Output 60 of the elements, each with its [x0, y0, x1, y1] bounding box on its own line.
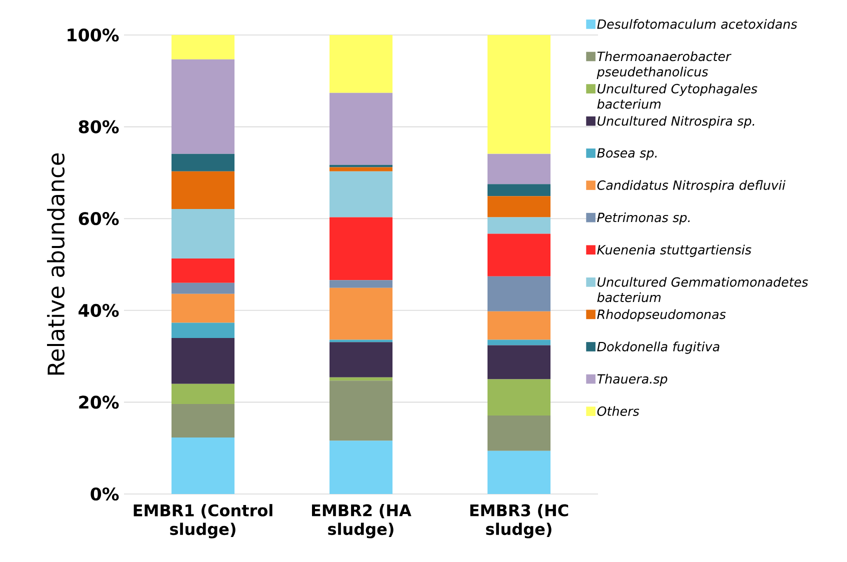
bar — [330, 288, 392, 340]
bar — [172, 59, 234, 154]
y-tick-label: 20% — [79, 396, 119, 409]
bar — [488, 217, 550, 234]
bar — [330, 380, 392, 441]
bar — [488, 450, 550, 494]
bar — [172, 258, 234, 283]
bar — [330, 35, 392, 93]
bar — [172, 438, 234, 494]
bar — [488, 340, 550, 346]
bar — [172, 282, 234, 294]
bar — [488, 184, 550, 196]
legend-label: Dokdonella fugitiva — [597, 342, 720, 354]
bar — [330, 92, 392, 165]
y-tick-label: 60% — [78, 212, 119, 226]
x-tick-label: EMBR1 (Control sludge) — [134, 504, 272, 538]
bar — [172, 171, 234, 209]
bar — [488, 379, 550, 416]
bar — [172, 384, 234, 404]
bar — [330, 280, 392, 288]
y-tick-label: 100% — [68, 28, 119, 42]
legend-label: Thauera.sp — [597, 374, 668, 386]
y-tick-label: 0% — [90, 487, 119, 501]
y-tick-label: 40% — [78, 304, 119, 317]
bar — [330, 167, 392, 172]
legend-label: Uncultured Gemmatiomonadetes bacterium — [597, 277, 808, 302]
legend-label: Candidatus Nitrospira defluvii — [597, 180, 786, 192]
y-tick-label: 80% — [78, 120, 119, 134]
bar — [488, 345, 550, 380]
bar — [488, 234, 550, 276]
bar — [172, 338, 234, 384]
bar — [330, 342, 392, 378]
legend-label: Desulfotomaculum acetoxidans — [597, 19, 798, 29]
x-tick-label: EMBR3 (HC sludge) — [470, 504, 568, 538]
legend-label: Bosea sp. — [597, 148, 657, 160]
bar — [488, 276, 550, 312]
bar — [172, 154, 234, 172]
bar — [488, 416, 550, 451]
y-axis-title: Relative abundance — [47, 153, 65, 375]
bar — [172, 322, 234, 338]
bar — [330, 440, 392, 494]
legend-label: Thermoanaerobacter pseudethanolicus — [596, 51, 732, 79]
x-tick-label: EMBR2 (HA sludge) — [312, 504, 412, 538]
bar — [172, 404, 234, 438]
legend-label: Uncultured Nitrospira sp. — [598, 116, 754, 128]
bar — [330, 377, 392, 381]
bar — [488, 311, 550, 340]
legend-label: Kuenenia stuttgartiensis — [597, 244, 752, 257]
bar — [488, 154, 550, 184]
bar — [488, 196, 550, 218]
legend-label: Rhodopseudomonas — [597, 309, 726, 322]
legend-label: Petrimonas sp. — [597, 212, 690, 225]
bar — [172, 294, 234, 323]
bar — [488, 35, 550, 154]
bar — [330, 217, 392, 280]
bar — [330, 171, 392, 218]
bar — [172, 208, 234, 259]
bar — [172, 35, 234, 60]
legend-label: Uncultured Cytophagales bacterium — [597, 84, 758, 109]
legend-label: Others — [597, 406, 640, 416]
